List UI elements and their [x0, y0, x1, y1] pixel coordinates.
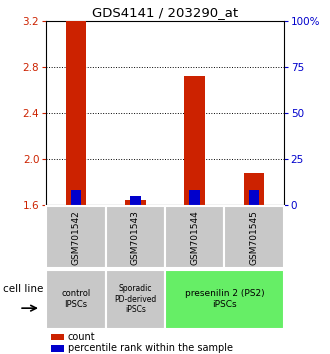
Text: GSM701544: GSM701544	[190, 210, 199, 264]
FancyBboxPatch shape	[165, 206, 224, 268]
Bar	[71, 190, 81, 205]
Bar	[249, 190, 259, 205]
FancyBboxPatch shape	[46, 206, 106, 268]
Text: count: count	[68, 332, 95, 342]
Bar	[66, 21, 86, 205]
Text: GSM701542: GSM701542	[71, 210, 81, 264]
Bar	[130, 196, 141, 205]
Bar	[51, 334, 64, 341]
Bar	[244, 173, 265, 205]
Text: GSM701545: GSM701545	[249, 210, 259, 265]
Title: GDS4141 / 203290_at: GDS4141 / 203290_at	[92, 6, 238, 19]
Text: percentile rank within the sample: percentile rank within the sample	[68, 343, 233, 353]
Text: GSM701543: GSM701543	[131, 210, 140, 265]
Bar	[184, 76, 205, 205]
Bar	[125, 200, 146, 205]
Text: presenilin 2 (PS2)
iPSCs: presenilin 2 (PS2) iPSCs	[184, 290, 264, 309]
Text: Sporadic
PD-derived
iPSCs: Sporadic PD-derived iPSCs	[114, 284, 156, 314]
FancyBboxPatch shape	[46, 270, 106, 329]
FancyBboxPatch shape	[224, 206, 284, 268]
Text: cell line: cell line	[3, 284, 44, 293]
FancyBboxPatch shape	[165, 270, 284, 329]
Bar	[51, 346, 64, 352]
Text: control
IPSCs: control IPSCs	[61, 290, 90, 309]
FancyBboxPatch shape	[106, 206, 165, 268]
Bar	[189, 190, 200, 205]
FancyBboxPatch shape	[106, 270, 165, 329]
